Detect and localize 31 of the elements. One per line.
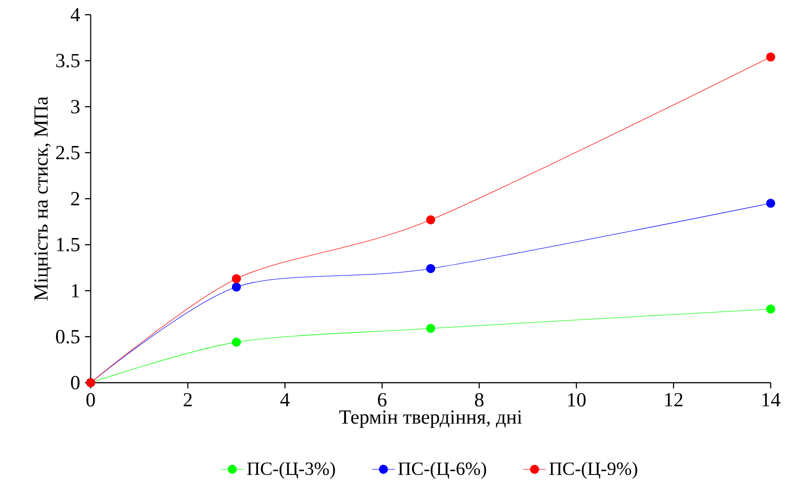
point <box>232 338 241 347</box>
y-tick-label: 3.5 <box>56 54 80 68</box>
point <box>766 304 776 314</box>
x-tick-label: 12 <box>665 393 682 406</box>
x-tick-label: 10 <box>568 393 586 407</box>
point <box>766 198 776 208</box>
x-axis-title: Термін твердіння, дні <box>339 410 522 428</box>
y-axis-title: Міцність на стиск, МПа <box>34 96 52 300</box>
y-tick-label: 1.5 <box>57 238 80 252</box>
point <box>426 264 436 274</box>
y-tick-label: 4 <box>70 8 80 22</box>
x-tick-label: 6 <box>378 393 387 406</box>
x-tick-label: 8 <box>474 393 484 407</box>
point <box>232 274 241 284</box>
legend-label: ПС-(Ц-6%) <box>398 462 486 479</box>
y-tick-label: 0.5 <box>56 330 80 344</box>
y-tick-label: 2.5 <box>56 146 80 160</box>
x-tick-label: 2 <box>184 393 192 406</box>
x-tick-label: 0 <box>86 393 95 407</box>
y-tick-label: 3 <box>71 100 80 114</box>
point <box>232 282 241 292</box>
y-tick-label: 2 <box>71 192 80 206</box>
point <box>426 215 436 224</box>
y-tick-label: 0 <box>71 376 80 390</box>
legend-label: ПС-(Ц-9%) <box>549 462 638 479</box>
point <box>766 52 776 62</box>
legend-label: ПС-(Ц-3%) <box>247 462 335 479</box>
x-tick-label: 14 <box>762 393 780 406</box>
point <box>426 324 436 333</box>
y-tick-label: 1 <box>72 284 80 298</box>
x-tick-label: 4 <box>280 393 290 406</box>
